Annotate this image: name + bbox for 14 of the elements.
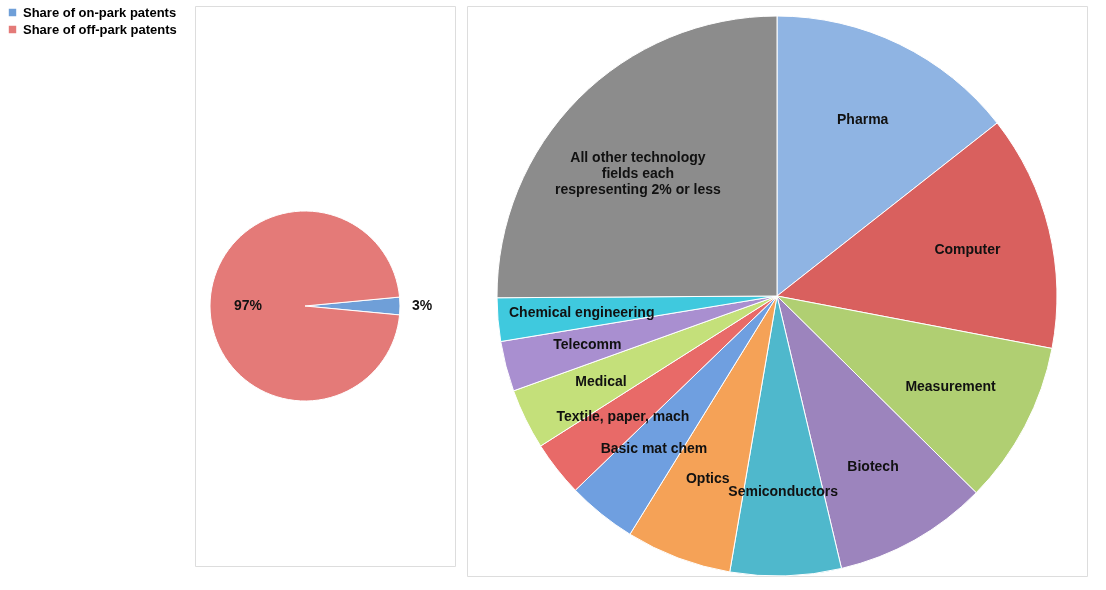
data-label: 3% <box>411 297 433 313</box>
slice-label: Biotech <box>847 457 899 474</box>
slice-label: Optics <box>685 470 730 487</box>
data-label: 97% <box>233 297 263 313</box>
slice-label: Measurement <box>905 378 996 395</box>
slice-label: Telecomm <box>553 336 622 353</box>
pie-slice <box>209 210 401 402</box>
slice-label: Computer <box>934 240 1002 257</box>
legend-label: Share of on-park patents <box>23 4 177 20</box>
slice-label: All other technology fields each respresenting 2% or less <box>555 148 722 197</box>
slice-label: Medical <box>575 373 627 390</box>
legend-label: Share of off-park patents <box>23 21 177 37</box>
slice-label: Pharma <box>836 110 889 127</box>
slice-label: Chemical engineering <box>508 303 655 320</box>
